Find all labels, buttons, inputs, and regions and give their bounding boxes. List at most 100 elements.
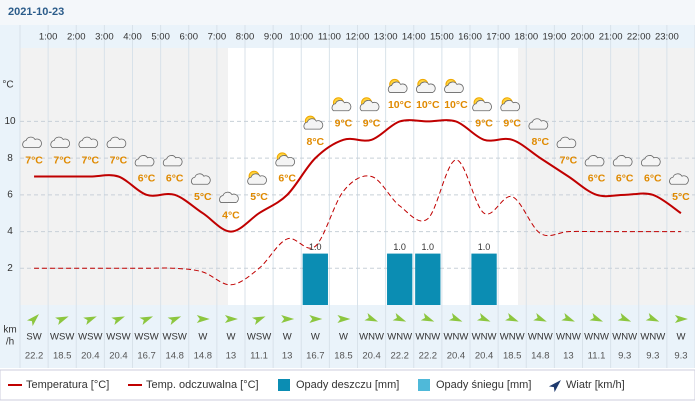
weather-icon bbox=[78, 136, 99, 148]
cloud bbox=[219, 191, 239, 203]
date-title: 2021-10-23 bbox=[8, 6, 64, 18]
legend-label: Temperatura [°C] bbox=[26, 379, 109, 391]
wind-direction: W bbox=[283, 332, 292, 343]
wind-speed: 9.3 bbox=[618, 351, 631, 362]
weather-icon bbox=[556, 136, 577, 148]
weather-icon bbox=[472, 97, 492, 112]
weather-icon bbox=[303, 115, 324, 130]
wind-direction: WNW bbox=[500, 332, 525, 343]
y-tick-label: 2 bbox=[7, 263, 13, 274]
wind-arrow bbox=[167, 316, 182, 325]
precip-label: 1.0 bbox=[393, 242, 406, 252]
cloud bbox=[472, 100, 492, 112]
temperature-label: 8°C bbox=[532, 136, 550, 148]
wind-arrow bbox=[251, 316, 266, 325]
wind-speed: 9.3 bbox=[646, 351, 659, 362]
cloud bbox=[247, 173, 267, 185]
hour-label: 2:00 bbox=[67, 32, 86, 43]
wind-unit: /h bbox=[6, 337, 14, 348]
weather-icon bbox=[669, 173, 689, 185]
wind-direction: W bbox=[339, 332, 348, 343]
wind-arrow bbox=[309, 315, 323, 323]
weather-icon bbox=[444, 78, 464, 93]
weather-icon bbox=[500, 97, 521, 112]
cloud bbox=[584, 155, 605, 167]
wind-direction: WNW bbox=[415, 332, 440, 343]
cloud bbox=[134, 155, 155, 167]
wind-direction: W bbox=[198, 332, 207, 343]
weather-icon bbox=[528, 118, 549, 130]
weather-icon bbox=[584, 155, 605, 167]
legend-label: Wiatr [km/h] bbox=[566, 379, 625, 391]
cloud bbox=[556, 136, 577, 148]
cloud bbox=[612, 155, 633, 167]
hour-label: 3:00 bbox=[95, 32, 114, 43]
weather-icon bbox=[641, 155, 661, 167]
temperature-label: 8°C bbox=[307, 136, 325, 148]
precip-label: 1.0 bbox=[478, 242, 491, 252]
cloud bbox=[669, 173, 689, 185]
temperature-label: 7°C bbox=[110, 154, 128, 166]
wind-direction: WNW bbox=[612, 332, 637, 343]
wind-arrow bbox=[533, 313, 547, 322]
wind-arrow bbox=[55, 316, 69, 325]
hour-label: 5:00 bbox=[151, 32, 170, 43]
hour-label: 7:00 bbox=[208, 32, 227, 43]
weather-icon bbox=[191, 173, 211, 185]
wind-direction: W bbox=[226, 332, 235, 343]
legend-swatch bbox=[548, 380, 561, 393]
hour-label: 12:00 bbox=[346, 32, 370, 43]
precip-label: 1.0 bbox=[309, 242, 322, 252]
weather-icon bbox=[50, 136, 71, 148]
wind-direction: WSW bbox=[106, 332, 130, 343]
wind-direction: WNW bbox=[359, 332, 384, 343]
wind-arrow bbox=[139, 316, 154, 325]
legend-box bbox=[0, 369, 695, 401]
wind-speed: 11.1 bbox=[250, 351, 268, 362]
precip-bar bbox=[302, 253, 328, 305]
weather-icon bbox=[22, 136, 42, 148]
wind-arrow bbox=[281, 315, 295, 323]
legend-label: Opady śniegu [mm] bbox=[436, 379, 531, 391]
legend-swatch bbox=[418, 379, 430, 391]
precip-bar bbox=[471, 253, 497, 305]
wind-direction: WNW bbox=[584, 332, 609, 343]
hour-label: 4:00 bbox=[123, 32, 142, 43]
precip-bar bbox=[387, 253, 413, 305]
hour-label: 11:00 bbox=[318, 32, 341, 43]
temperature-label: 7°C bbox=[82, 154, 100, 166]
cloud bbox=[106, 136, 127, 148]
weather-icon bbox=[134, 155, 155, 167]
cloud bbox=[641, 155, 661, 167]
wind-speed: 20.4 bbox=[81, 351, 100, 362]
y-tick-label: 8 bbox=[7, 153, 13, 164]
wind-speed: 18.5 bbox=[334, 351, 353, 362]
weather-icon bbox=[612, 155, 633, 167]
wind-arrow bbox=[83, 316, 97, 325]
cloud bbox=[500, 100, 521, 112]
legend-swatch bbox=[278, 379, 290, 391]
wind-speed: 22.2 bbox=[419, 351, 438, 362]
night-shade bbox=[518, 48, 695, 305]
y-axis-label: °C bbox=[2, 80, 13, 91]
temperature-label: 7°C bbox=[560, 154, 578, 166]
wind-arrow bbox=[364, 313, 379, 322]
wind-arrow bbox=[392, 313, 407, 322]
temperature-label: 9°C bbox=[503, 118, 521, 130]
wind-speed: 18.5 bbox=[53, 351, 72, 362]
wind-speed: 14.8 bbox=[531, 351, 550, 362]
temperature-line bbox=[34, 119, 682, 233]
temperature-label: 6°C bbox=[616, 173, 634, 185]
wind-direction: WNW bbox=[472, 332, 497, 343]
wind-direction: WNW bbox=[556, 332, 581, 343]
hour-label: 16:00 bbox=[458, 32, 482, 43]
hour-label: 9:00 bbox=[264, 32, 283, 43]
wind-direction: SW bbox=[26, 332, 41, 343]
hour-label: 17:00 bbox=[486, 32, 510, 43]
hour-label: 20:00 bbox=[571, 32, 595, 43]
cloud bbox=[444, 81, 464, 93]
legend-label: Opady deszczu [mm] bbox=[296, 379, 399, 391]
cloud bbox=[275, 155, 296, 167]
wind-speed: 13 bbox=[563, 351, 574, 362]
weather-icon bbox=[359, 97, 380, 112]
